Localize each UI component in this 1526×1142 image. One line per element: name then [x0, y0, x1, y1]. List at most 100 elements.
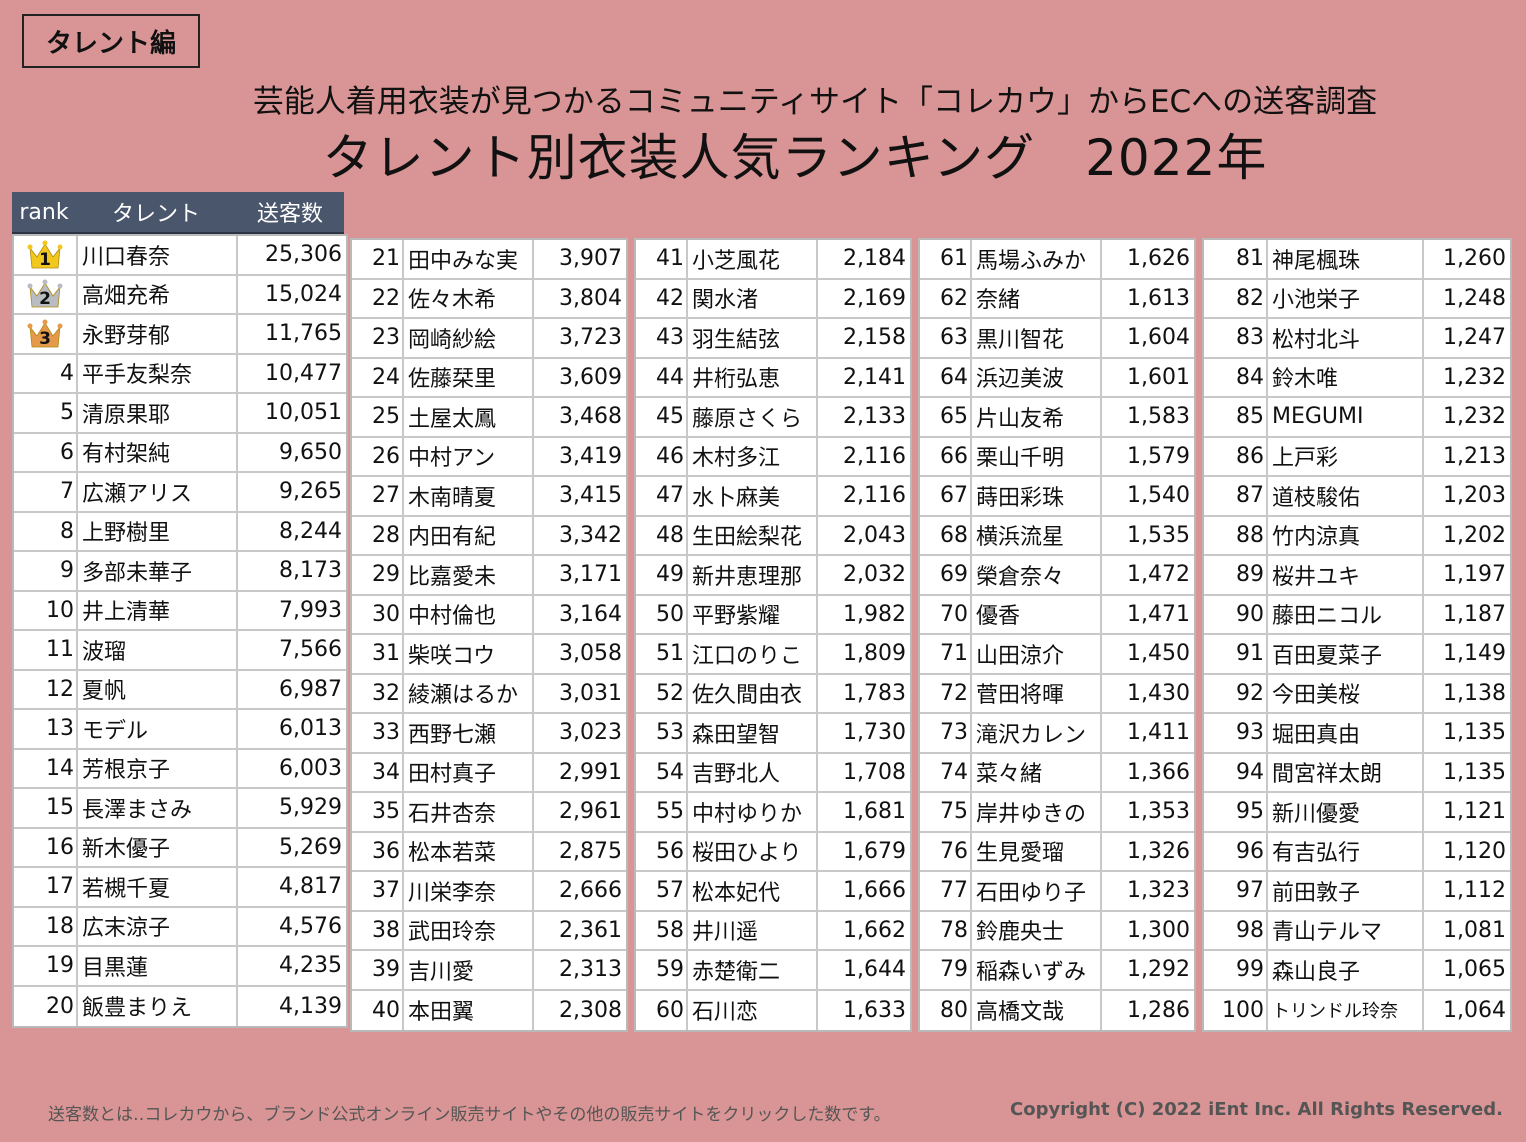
- referral-count: 1,626: [1127, 246, 1190, 272]
- table-row: 3 永野芽郁 11,765: [14, 315, 346, 355]
- table-row: 16 新木優子 5,269: [14, 828, 346, 868]
- rank-cell: 70: [920, 595, 972, 633]
- rank-cell: 97: [1204, 872, 1268, 910]
- rank-cell: 37: [352, 872, 404, 910]
- table-row: 84 鈴木唯 1,232: [1204, 358, 1510, 398]
- rank-cell: 82: [1204, 279, 1268, 317]
- talent-name: 石田ゆり子: [972, 872, 1102, 910]
- table-row: 54 吉野北人 1,708: [636, 753, 910, 793]
- table-row: 77 石田ゆり子 1,323: [920, 872, 1194, 912]
- referral-count: 1,323: [1127, 878, 1190, 904]
- rank-cell: 94: [1204, 753, 1268, 791]
- crown-rank: 2: [39, 289, 51, 310]
- talent-name: 鈴鹿央士: [972, 911, 1102, 949]
- table-row: 100 トリンドル玲奈 1,064: [1204, 990, 1510, 1030]
- table-row: 15 長澤まさみ 5,929: [14, 789, 346, 829]
- rank-cell: 51: [636, 635, 688, 673]
- talent-name: 内田有紀: [404, 516, 534, 554]
- rank-cell: 49: [636, 556, 688, 594]
- talent-name: 佐藤栞里: [404, 358, 534, 396]
- table-row: 28 内田有紀 3,342: [352, 516, 626, 556]
- referral-count: 1,430: [1127, 680, 1190, 706]
- rank-cell: 20: [14, 986, 78, 1026]
- referral-count: 2,158: [843, 325, 906, 351]
- crown-rank: 3: [39, 328, 51, 349]
- referral-count: 2,961: [559, 799, 622, 825]
- referral-count: 6,013: [279, 716, 342, 742]
- referral-count: 4,817: [279, 874, 342, 900]
- table-row: 27 木南晴夏 3,415: [352, 477, 626, 517]
- referral-count: 2,116: [843, 483, 906, 509]
- table-row: 51 江口のりこ 1,809: [636, 635, 910, 675]
- rank-cell: 28: [352, 516, 404, 554]
- ranking-column: 61 馬場ふみか 1,626 62 奈緒 1,613 63 黒川智花 1,604 64 浜辺美波 1,…: [918, 238, 1196, 1032]
- referral-count: 1,601: [1127, 364, 1190, 390]
- referral-count: 25,306: [265, 242, 342, 268]
- talent-name: 滝沢カレン: [972, 714, 1102, 752]
- table-row: 64 浜辺美波 1,601: [920, 358, 1194, 398]
- referral-count: 1,982: [843, 601, 906, 627]
- referral-count: 1,450: [1127, 641, 1190, 667]
- table-header: rank タレント 送客数: [12, 192, 344, 235]
- referral-count: 2,043: [843, 522, 906, 548]
- rank-cell: 90: [1204, 595, 1268, 633]
- talent-name: 夏帆: [78, 670, 238, 708]
- table-row: 88 竹内涼真 1,202: [1204, 516, 1510, 556]
- referral-count: 2,308: [559, 997, 622, 1023]
- talent-name: 新木優子: [78, 828, 238, 866]
- rank-cell: 4: [14, 354, 78, 392]
- talent-name: 桜田ひより: [688, 832, 818, 870]
- talent-name: 羽生結弦: [688, 319, 818, 357]
- rank-cell: 81: [1204, 240, 1268, 278]
- table-row: 80 高橋文哉 1,286: [920, 990, 1194, 1030]
- table-row: 99 森山良子 1,065: [1204, 951, 1510, 991]
- table-row: 45 藤原さくら 2,133: [636, 398, 910, 438]
- rank-cell: 54: [636, 753, 688, 791]
- rank-cell: 30: [352, 595, 404, 633]
- referral-count: 4,139: [279, 993, 342, 1019]
- referral-count: 1,260: [1443, 246, 1506, 272]
- rank-crown: 1: [14, 236, 78, 274]
- referral-count: 2,169: [843, 285, 906, 311]
- table-row: 78 鈴鹿央士 1,300: [920, 911, 1194, 951]
- talent-name: 比嘉愛未: [404, 556, 534, 594]
- table-row: 1 川口春奈 25,306: [14, 236, 346, 276]
- referral-count: 8,244: [279, 518, 342, 544]
- rank-cell: 78: [920, 911, 972, 949]
- rank-cell: 24: [352, 358, 404, 396]
- table-row: 43 羽生結弦 2,158: [636, 319, 910, 359]
- referral-count: 9,650: [279, 439, 342, 465]
- rank-cell: 80: [920, 990, 972, 1030]
- rank-cell: 79: [920, 951, 972, 989]
- crown-icon: 2: [27, 279, 63, 309]
- table-row: 34 田村真子 2,991: [352, 753, 626, 793]
- table-row: 94 間宮祥太朗 1,135: [1204, 753, 1510, 793]
- referral-count: 2,133: [843, 404, 906, 430]
- talent-name: 西野七瀬: [404, 714, 534, 752]
- table-row: 30 中村倫也 3,164: [352, 595, 626, 635]
- referral-count: 2,032: [843, 562, 906, 588]
- referral-count: 3,907: [559, 246, 622, 272]
- crown-icon: 3: [27, 319, 63, 349]
- table-row: 81 神尾楓珠 1,260: [1204, 240, 1510, 280]
- rank-cell: 64: [920, 358, 972, 396]
- table-row: 74 菜々緒 1,366: [920, 753, 1194, 793]
- referral-count: 1,662: [843, 917, 906, 943]
- table-row: 26 中村アン 3,419: [352, 437, 626, 477]
- rank-cell: 50: [636, 595, 688, 633]
- rank-cell: 31: [352, 635, 404, 673]
- referral-count: 1,583: [1127, 404, 1190, 430]
- referral-count: 1,783: [843, 680, 906, 706]
- rank-cell: 76: [920, 832, 972, 870]
- rank-cell: 12: [14, 670, 78, 708]
- table-row: 58 井川遥 1,662: [636, 911, 910, 951]
- referral-count: 1,708: [843, 759, 906, 785]
- table-row: 13 モデル 6,013: [14, 710, 346, 750]
- referral-count: 1,135: [1443, 720, 1506, 746]
- talent-name: 目黒蓮: [78, 947, 238, 985]
- talent-name: 有吉弘行: [1268, 832, 1424, 870]
- table-row: 71 山田涼介 1,450: [920, 635, 1194, 675]
- table-row: 70 優香 1,471: [920, 595, 1194, 635]
- talent-name: 竹内涼真: [1268, 516, 1424, 554]
- table-row: 69 榮倉奈々 1,472: [920, 556, 1194, 596]
